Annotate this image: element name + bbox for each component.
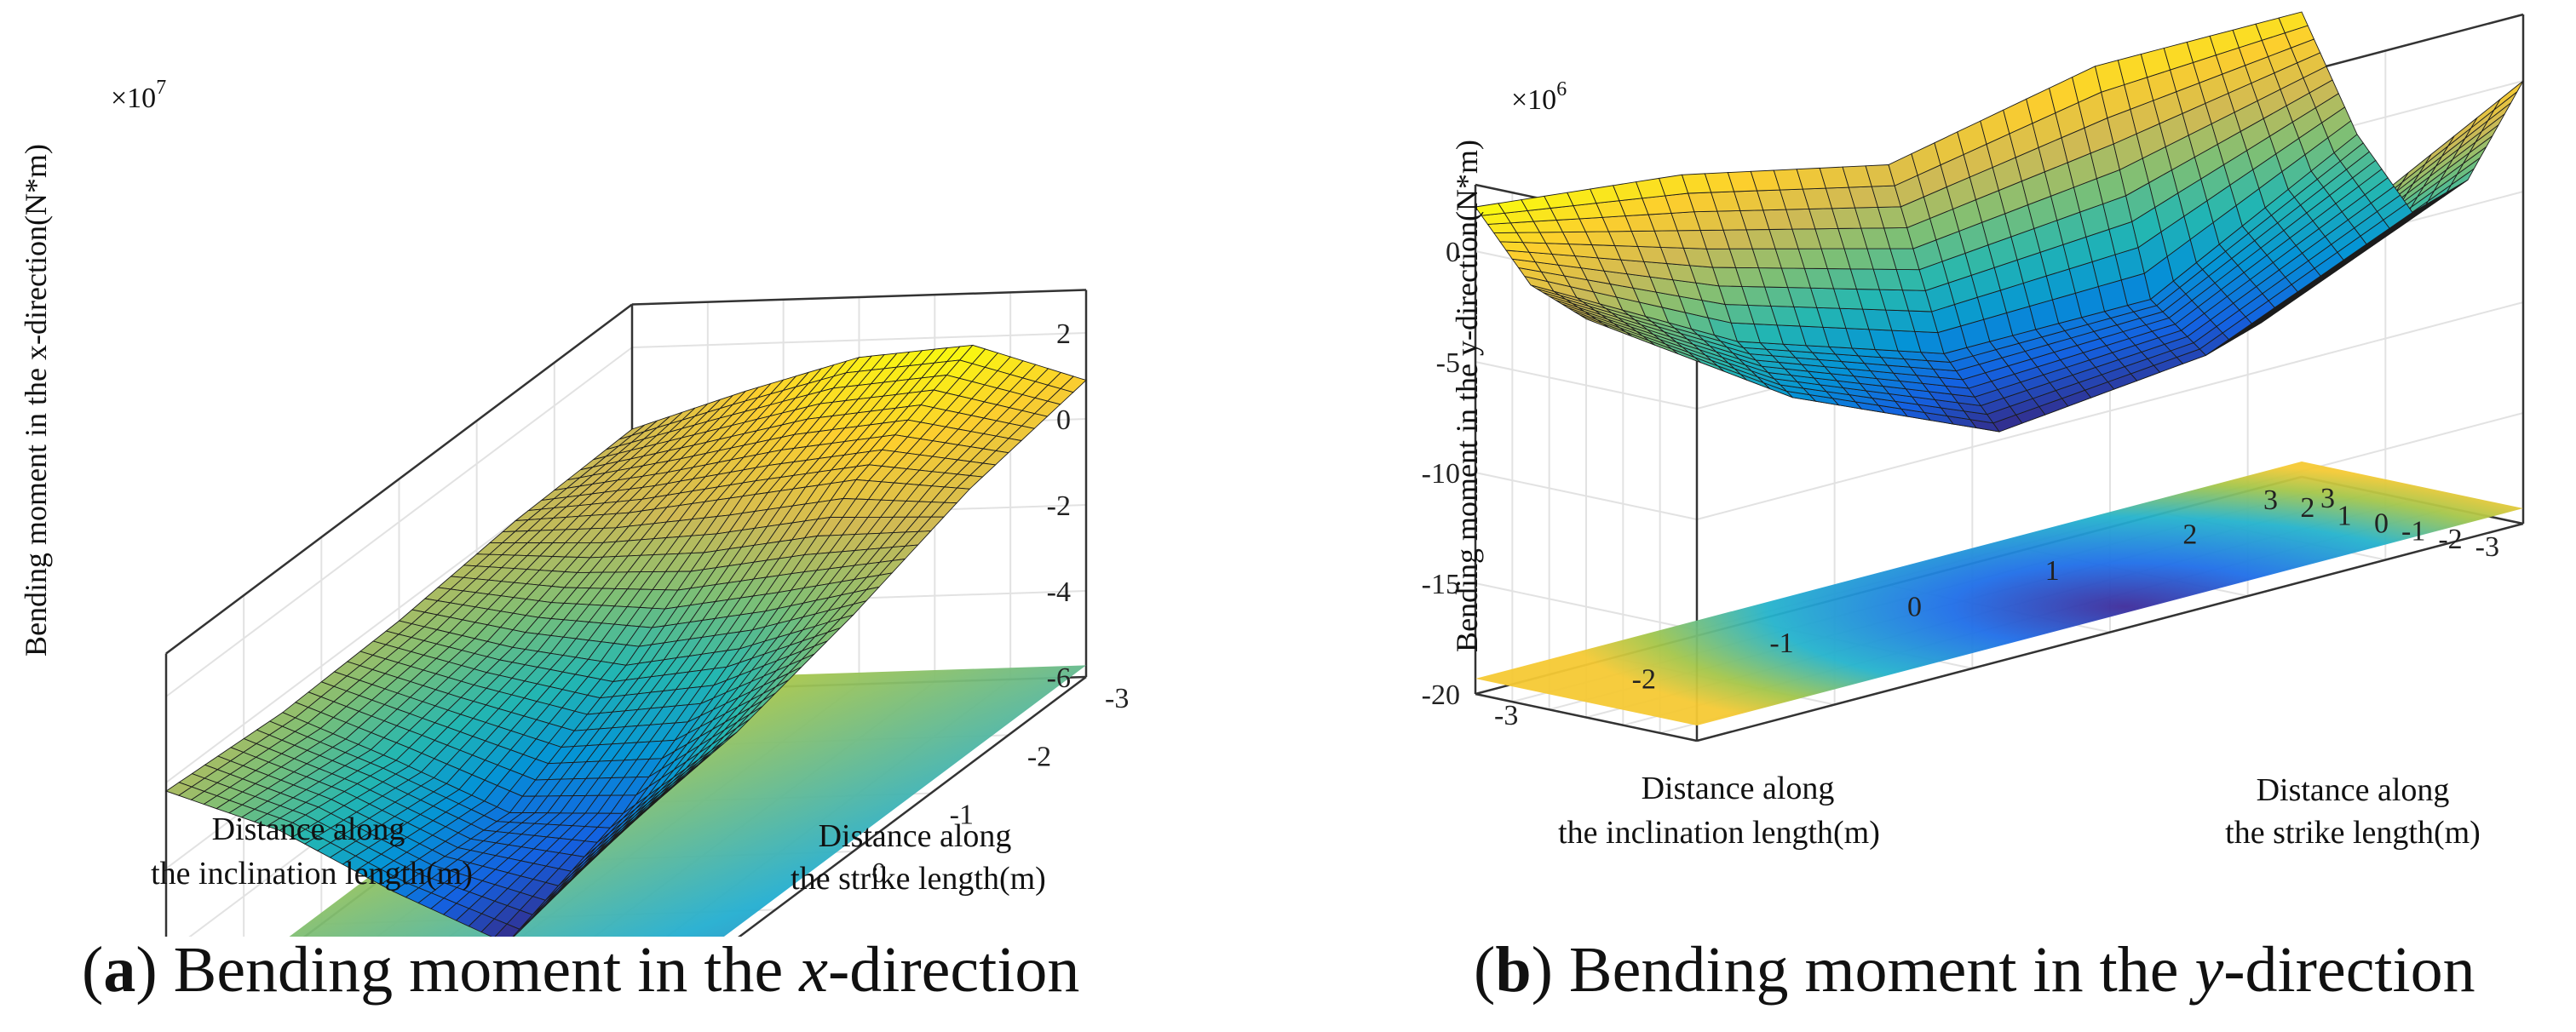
tick-label: 0	[2374, 508, 2389, 540]
tick-label: 2	[2300, 492, 2314, 524]
tick-label: 1	[2337, 500, 2352, 531]
tick-label: 0	[1446, 237, 1460, 268]
x-axis-label-line1: Distance along	[2257, 772, 2450, 808]
contour-fill	[1475, 462, 2523, 726]
axis-edge	[631, 289, 1087, 306]
tick-label: 2	[2182, 519, 2197, 551]
tick-label: 2	[1056, 318, 1071, 350]
z-multiplier: ×107	[111, 77, 166, 114]
z-axis-label: Bending moment in the y-direction(N*m)	[1450, 140, 1484, 652]
tick-label: 0	[872, 857, 887, 889]
tick-label: -4	[1047, 576, 1071, 608]
tick-label: -2	[1047, 490, 1071, 522]
chart-a: 20-2-4-63210-1-2-3320-1-2-3 Bending mome…	[19, 77, 1130, 937]
tick-label: -2	[1027, 741, 1051, 772]
z-multiplier: ×106	[1511, 78, 1567, 116]
surface-quad	[2278, 11, 2309, 34]
z-axis-label: Bending moment in the x-direction(N*m)	[19, 144, 53, 656]
tick-labels: 20-2-4-63210-1-2-3320-1-2-3	[872, 318, 1130, 889]
y-axis-label-line1: Distance along	[1642, 771, 1835, 806]
y-axis-label-line2: the inclination length(m)	[1558, 815, 1880, 851]
tick-label: -10	[1422, 458, 1460, 490]
axis-edge	[1475, 692, 1698, 742]
caption-b: (b) Bending moment in the y-direction	[1474, 934, 2475, 1006]
tick-label: -1	[1769, 628, 1793, 659]
x-axis-label-line1: Distance along	[819, 818, 1012, 854]
tick-label: -2	[2438, 524, 2462, 555]
surface-quad	[494, 923, 520, 937]
y-axis-label-line2: the inclination length(m)	[151, 856, 473, 892]
tick-label: 3	[2263, 484, 2278, 516]
surface-mesh	[165, 344, 1087, 937]
surface-quad	[480, 918, 508, 937]
tick-label: -6	[1047, 662, 1071, 694]
caption-a: (a) Bending moment in the x-direction	[82, 934, 1080, 1006]
tick-label: -20	[1422, 679, 1460, 711]
tick-label: -5	[1436, 347, 1460, 379]
tick-label: -2	[1632, 664, 1656, 696]
tick-label: -3	[1105, 683, 1129, 714]
surface-quad	[607, 821, 634, 846]
tick-label: 3	[2320, 483, 2335, 514]
y-axis-label-line1: Distance along	[212, 811, 405, 847]
tick-label: -1	[950, 800, 974, 831]
surface-mesh	[1475, 11, 2524, 433]
x-axis-label-line2: the strike length(m)	[2225, 815, 2481, 851]
tick-label: 1	[2045, 555, 2060, 587]
x-axis-label-line2: the strike length(m)	[791, 861, 1046, 897]
tick-label: -1	[2401, 516, 2425, 548]
tick-label: 0	[1907, 592, 1922, 623]
tick-label: -3	[2475, 531, 2499, 563]
contour-projection	[1475, 462, 2523, 726]
panel-b: 0 -5 -10 -15 -20 3 2 1 0 -1 -2 -3 3 2 1 0 -1 -2 -3 Bending…	[1288, 0, 2576, 1032]
panel-a: 20-2-4-63210-1-2-3320-1-2-3 Bending mome…	[19, 77, 1130, 1006]
tick-label: -15	[1422, 569, 1460, 600]
axis-edge	[738, 675, 1087, 937]
axis-edge	[165, 303, 633, 655]
tick-label: 0	[1056, 404, 1071, 436]
tick-label: -3	[1494, 700, 1518, 731]
axis-edge	[1696, 522, 2524, 742]
